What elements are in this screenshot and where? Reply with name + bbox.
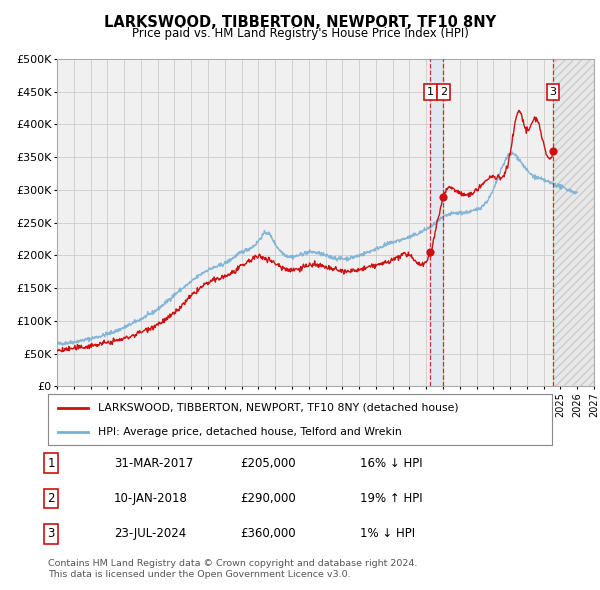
Bar [553, 59, 594, 386]
Text: 3: 3 [47, 527, 55, 540]
Text: 3: 3 [550, 87, 557, 97]
Text: 23-JUL-2024: 23-JUL-2024 [114, 527, 186, 540]
Text: £205,000: £205,000 [240, 457, 296, 470]
Bar [430, 59, 443, 386]
Text: 31-MAR-2017: 31-MAR-2017 [114, 457, 193, 470]
Text: This data is licensed under the Open Government Licence v3.0.: This data is licensed under the Open Gov… [48, 571, 350, 579]
Text: LARKSWOOD, TIBBERTON, NEWPORT, TF10 8NY (detached house): LARKSWOOD, TIBBERTON, NEWPORT, TF10 8NY … [98, 402, 459, 412]
Text: 2: 2 [440, 87, 447, 97]
Text: LARKSWOOD, TIBBERTON, NEWPORT, TF10 8NY: LARKSWOOD, TIBBERTON, NEWPORT, TF10 8NY [104, 15, 496, 30]
Text: 1% ↓ HPI: 1% ↓ HPI [360, 527, 415, 540]
Text: 16% ↓ HPI: 16% ↓ HPI [360, 457, 422, 470]
Bar [553, 59, 594, 386]
Point [439, 192, 448, 201]
Point [425, 247, 435, 257]
Point [548, 146, 558, 155]
Text: Price paid vs. HM Land Registry's House Price Index (HPI): Price paid vs. HM Land Registry's House … [131, 27, 469, 40]
Text: 10-JAN-2018: 10-JAN-2018 [114, 492, 188, 505]
Text: 2: 2 [47, 492, 55, 505]
Text: Contains HM Land Registry data © Crown copyright and database right 2024.: Contains HM Land Registry data © Crown c… [48, 559, 418, 568]
Text: HPI: Average price, detached house, Telford and Wrekin: HPI: Average price, detached house, Telf… [98, 428, 402, 437]
Text: 1: 1 [47, 457, 55, 470]
Text: 1: 1 [427, 87, 434, 97]
Text: £290,000: £290,000 [240, 492, 296, 505]
Text: £360,000: £360,000 [240, 527, 296, 540]
Text: 19% ↑ HPI: 19% ↑ HPI [360, 492, 422, 505]
